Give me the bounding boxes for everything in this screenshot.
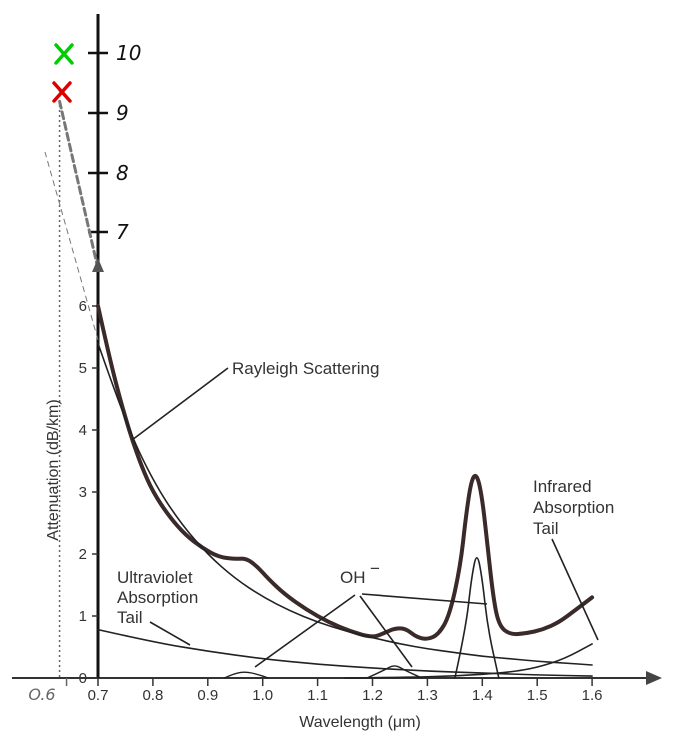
- series-total: [96, 304, 595, 641]
- x-tick-label: 0.7: [88, 687, 109, 704]
- series-ir: [344, 643, 593, 679]
- annotation-uv-line: Ultraviolet: [117, 568, 193, 587]
- leader-uv: [149, 621, 191, 646]
- annotation-uv-line: Absorption: [117, 588, 198, 607]
- x-tick-label: 1.6: [582, 687, 603, 704]
- markers: [52, 43, 74, 103]
- annotation-ir-line: Tail: [533, 519, 559, 538]
- leader-ir: [551, 538, 599, 641]
- x-tick-label: 1.2: [362, 687, 383, 704]
- series-extrapolation: [58, 99, 100, 271]
- annotation-uv-line: Tail: [117, 608, 143, 627]
- annotations: Rayleigh ScatteringUltravioletAbsorption…: [117, 359, 614, 668]
- x-tick-label: 1.3: [417, 687, 438, 704]
- y-tick-label-hand: 7: [116, 220, 129, 244]
- marker-stroke: [54, 43, 74, 65]
- leader-oh-3: [361, 593, 488, 605]
- marker-stroke: [52, 81, 72, 103]
- rayleigh-extrapolation-guide: [44, 151, 99, 341]
- series-uv: [97, 628, 593, 677]
- series-oh-0.95: [223, 671, 269, 679]
- extrapolation-arrow: [92, 258, 104, 272]
- series-oh-1.24: [366, 665, 423, 679]
- x-axis-arrow: [646, 671, 662, 685]
- x-tick-label: 1.0: [252, 687, 273, 704]
- annotation-oh-superscript: −: [370, 559, 380, 578]
- leader-oh-2: [359, 595, 413, 668]
- y-tick-label: 0: [79, 670, 87, 687]
- series-oh-1.39: [454, 557, 500, 679]
- leader-rayleigh: [131, 367, 229, 441]
- curves: [58, 99, 595, 679]
- y-tick-label: 3: [79, 484, 87, 501]
- annotation-ir-line: Infrared: [533, 477, 592, 496]
- y-tick-label: 6: [79, 298, 87, 315]
- y-tick-label: 1: [79, 608, 87, 625]
- marker-x: [52, 81, 72, 103]
- annotation-ir-line: Absorption: [533, 498, 614, 517]
- y-tick-label-hand: 8: [116, 161, 129, 185]
- x-tick-label: 0.8: [142, 687, 163, 704]
- y-tick-label: 4: [79, 422, 87, 439]
- series-rayleigh: [97, 342, 593, 666]
- marker-x: [54, 43, 74, 65]
- x-axis-title: Wavelength (μm): [299, 714, 421, 731]
- leader-oh-1: [254, 594, 356, 668]
- y-tick-label-hand: 9: [116, 101, 129, 125]
- x-tick-label: 1.5: [527, 687, 548, 704]
- y-tick-label: 5: [79, 360, 87, 377]
- y-axis-title: Attenuation (dB/km): [45, 399, 62, 540]
- annotation-oh: OH: [340, 568, 366, 587]
- annotation-rayleigh: Rayleigh Scattering: [232, 359, 379, 378]
- x-tick-label: 0.9: [197, 687, 218, 704]
- axes: 0.7 0.8 0.9 1.0 1.1 1.2 1.3 1.4 1.5 1.6 O.6 0 1 2 3 4 5 6…: [12, 14, 662, 731]
- x-tick-label-hand: O.6: [28, 685, 55, 704]
- y-tick-label: 2: [79, 546, 87, 563]
- x-tick-label: 1.1: [307, 687, 328, 704]
- y-tick-label-hand: 10: [116, 41, 141, 65]
- x-tick-label: 1.4: [472, 687, 493, 704]
